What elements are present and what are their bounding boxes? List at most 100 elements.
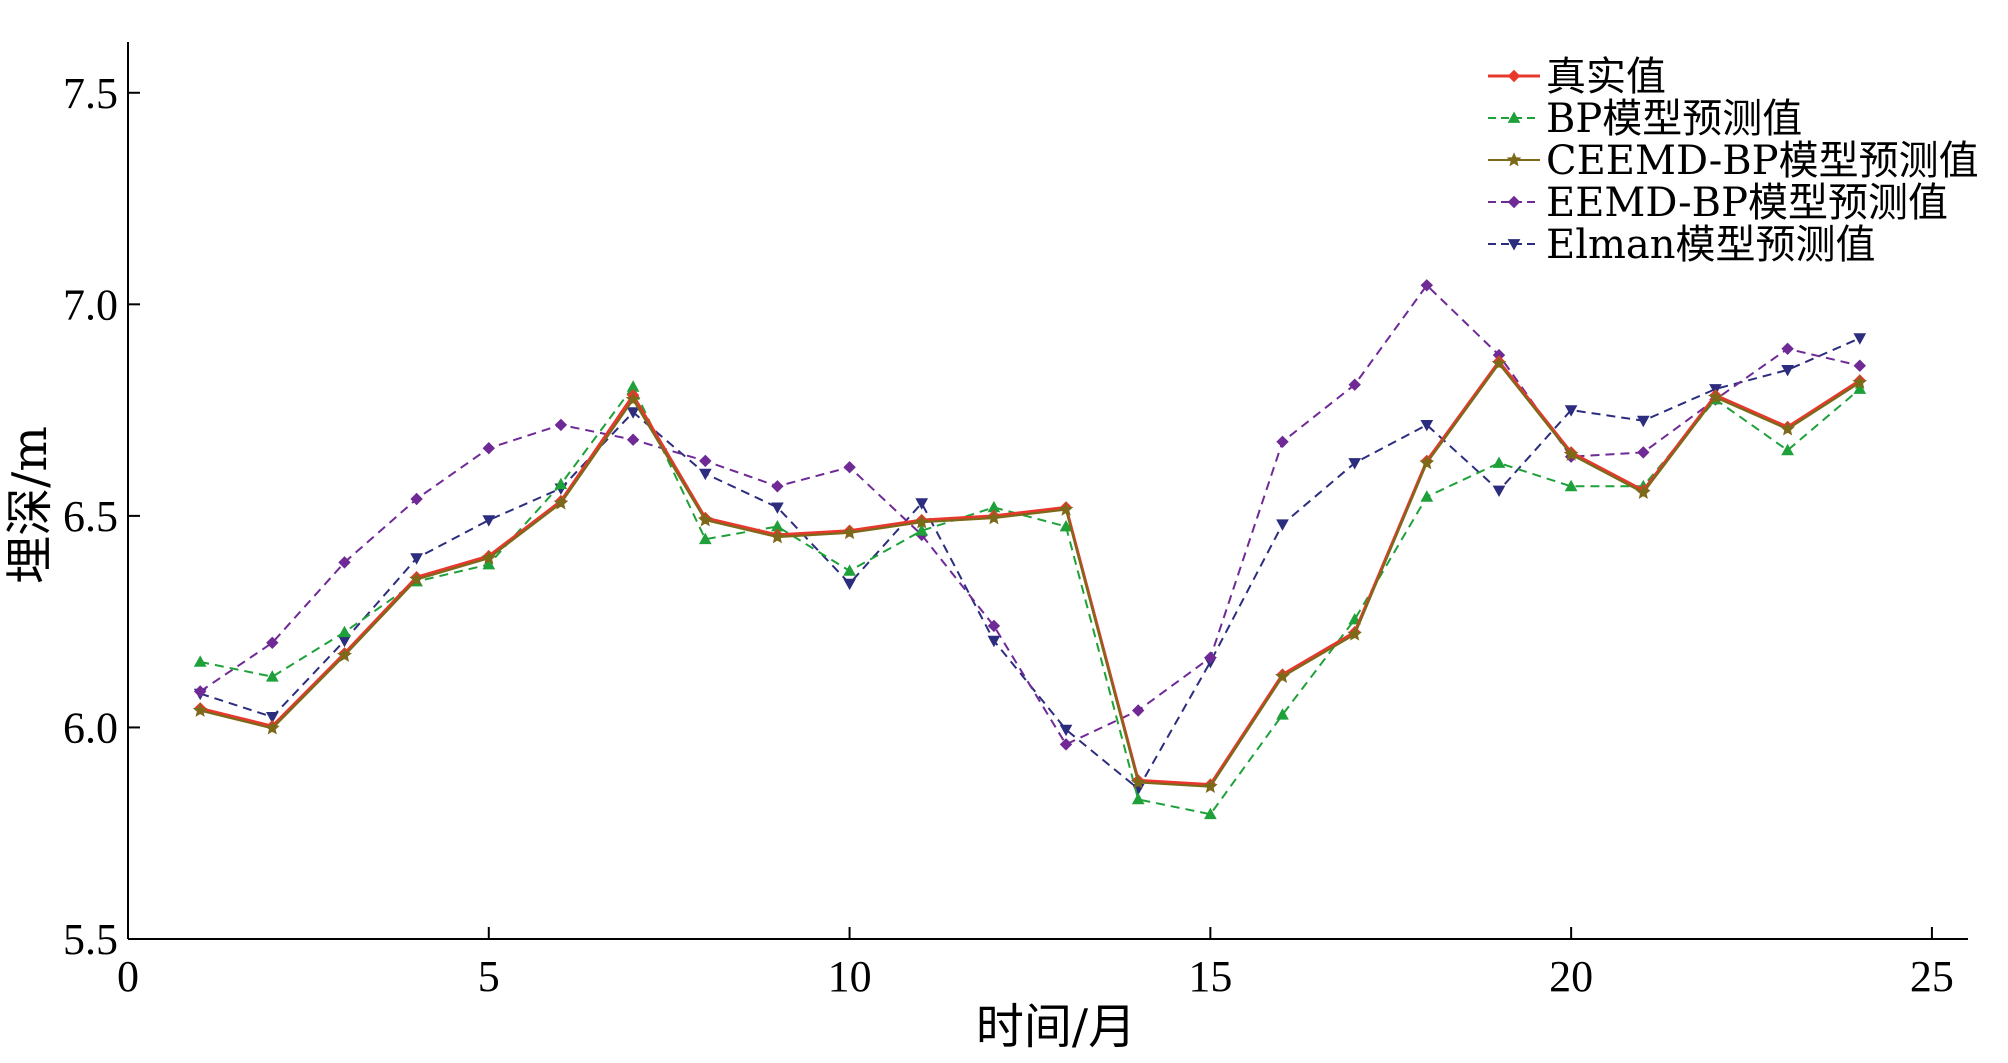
x-ticks: 0 5 10 15 20 25 [117,927,1954,1001]
x-tick-label: 0 [117,952,139,1001]
legend-label: EEMD-BP模型预测值 [1546,180,1948,226]
data-point [1564,479,1578,492]
data-point [843,460,856,474]
data-point [1348,378,1361,391]
data-point [626,407,640,419]
data-point [1348,458,1362,470]
data-point [1202,778,1218,793]
data-point [338,635,351,648]
legend-marker [1507,69,1521,83]
legend-marker [1507,111,1521,123]
data-point [987,635,1001,648]
x-tick-label: 5 [478,952,500,1001]
data-point [1058,501,1074,516]
data-point [914,514,930,529]
data-point [625,391,641,406]
data-point [771,502,784,514]
series-2 [193,380,1867,820]
x-tick-label: 15 [1188,952,1232,1001]
data-point [554,477,568,490]
data-point [1492,485,1506,498]
data-point [1276,435,1289,449]
data-point [553,495,569,510]
data-point [1275,668,1290,683]
data-point [1420,279,1434,292]
data-point [843,564,856,576]
data-point [1348,612,1362,625]
data-point [771,480,784,493]
data-point [482,557,496,570]
y-tick-label: 6.0 [63,703,118,752]
series-layer [192,279,1868,820]
data-point [626,433,640,446]
data-point [1347,626,1363,641]
data-point [987,619,1001,633]
x-axis-title: 时间/月 [976,999,1136,1055]
data-point [1780,421,1796,436]
series-5 [193,333,1867,796]
data-point [1276,519,1289,531]
y-tick-label: 5.5 [63,915,118,964]
data-point [1420,420,1434,432]
data-point [265,712,279,724]
data-point [1131,792,1145,805]
legend: 真实值BP模型预测值CEEMD-BP模型预测值EEMD-BP模型预测值Elman… [1488,54,1979,268]
series-1 [193,355,1867,791]
legend-entry: Elman模型预测值 [1488,222,1876,268]
data-point [1059,738,1073,751]
data-point [1059,724,1073,737]
legend-entry: CEEMD-BP模型预测值 [1488,138,1979,184]
y-tick-label: 6.5 [63,492,118,541]
legend-label: 真实值 [1546,54,1666,100]
data-point [1276,708,1289,720]
data-point [1131,704,1145,717]
data-point [1130,774,1146,789]
data-point [482,441,496,455]
legend-marker [1507,239,1521,251]
data-point [1853,359,1867,372]
data-point [1563,446,1579,461]
data-point [1204,651,1217,664]
data-point [1853,382,1867,394]
series-line [199,362,1861,788]
data-point [1853,333,1867,345]
data-point [698,468,712,481]
y-tick-label: 7.0 [63,280,118,329]
data-point [192,702,208,717]
legend-marker [1506,152,1522,167]
data-point [1636,415,1650,428]
data-point [1637,446,1650,459]
data-point [265,670,279,682]
data-point [1781,443,1794,456]
data-point [842,525,858,540]
data-point [1781,365,1794,377]
data-point [266,636,279,650]
series-line [199,337,1861,790]
data-point [554,418,568,432]
data-point [698,532,712,545]
data-point [1491,355,1507,370]
series-4 [193,279,1867,751]
x-tick-label: 10 [828,952,872,1001]
series-3 [192,355,1868,793]
data-point [410,492,423,506]
data-point [338,625,351,638]
data-point [1852,374,1868,389]
data-point [338,556,351,569]
data-point [1419,455,1435,470]
data-point [699,454,712,468]
x-tick-label: 25 [1910,952,1954,1001]
data-point [1781,342,1794,356]
series-line [199,360,1861,787]
legend-entry: 真实值 [1488,54,1666,100]
data-point [986,510,1002,525]
data-point [1420,490,1434,502]
data-point [1635,484,1651,499]
data-point [193,655,207,667]
data-point [1564,405,1578,417]
data-point [915,524,929,536]
data-point [1059,519,1073,532]
data-point [915,498,929,510]
y-tick-label: 7.5 [63,69,118,118]
